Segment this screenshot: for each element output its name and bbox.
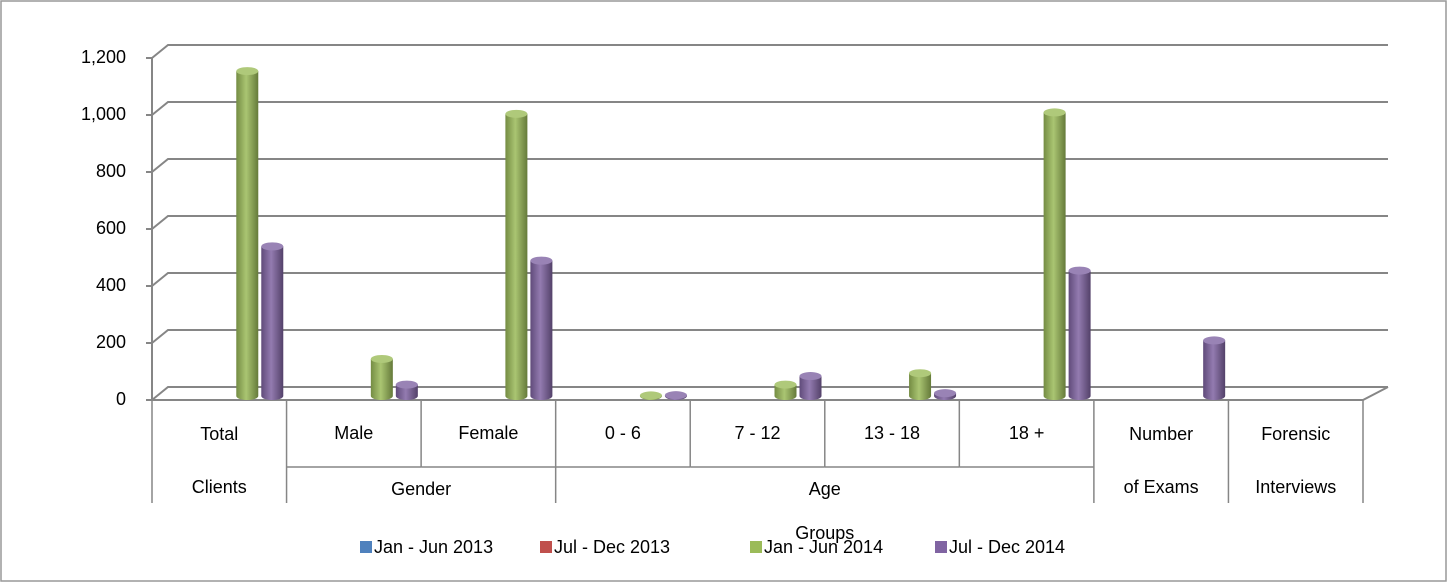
grid-line	[151, 386, 1388, 401]
bar-body	[799, 376, 822, 400]
bar-top	[236, 67, 259, 76]
bar-body	[909, 373, 932, 400]
category-label: 0 - 6	[556, 400, 691, 467]
bar-top	[1043, 108, 1066, 117]
bar	[934, 389, 957, 400]
bar	[1203, 336, 1226, 400]
bar-top	[1203, 336, 1226, 345]
bar-top	[774, 380, 797, 389]
bar-body	[774, 384, 797, 400]
grid-line	[151, 158, 1388, 173]
bar	[664, 391, 687, 400]
category-label: Female	[421, 400, 556, 467]
bar-body	[370, 358, 393, 400]
y-tick-label: 0	[116, 389, 126, 409]
bar-top	[799, 372, 822, 381]
category-label-text: 13 - 18	[864, 423, 921, 443]
bar-body	[395, 384, 418, 400]
bar	[505, 109, 528, 400]
grid-line	[151, 215, 1388, 230]
grid-line	[151, 101, 1388, 116]
bar-body	[505, 113, 528, 400]
category-label: Male	[287, 400, 422, 467]
bar-top	[1068, 266, 1091, 275]
bar	[799, 372, 822, 400]
y-tick-label: 400	[96, 275, 126, 295]
bar	[639, 391, 662, 400]
bar-top	[664, 391, 687, 400]
bar	[261, 242, 284, 400]
legend-label: Jul - Dec 2013	[554, 537, 670, 557]
legend-label: Jul - Dec 2014	[949, 537, 1065, 557]
y-tick-label: 1,200	[81, 47, 126, 67]
category-label: Forensic Interviews	[1228, 408, 1363, 514]
bar	[774, 380, 797, 400]
category-group-label-text: Gender	[391, 479, 452, 499]
bar	[1043, 108, 1066, 401]
bar-body	[530, 260, 553, 400]
y-tick-label: 600	[96, 218, 126, 238]
category-label-text: Total Clients	[191, 424, 247, 497]
y-tick-label: 1,000	[81, 104, 126, 124]
category-label: 7 - 12	[690, 400, 825, 467]
legend-label: Jan - Jun 2013	[374, 537, 493, 557]
bar-body	[1068, 270, 1091, 400]
bar-top	[261, 242, 284, 251]
category-label-text: Forensic Interviews	[1255, 424, 1337, 497]
bar-top	[505, 109, 528, 118]
category-label-text: Number of Exams	[1123, 424, 1199, 497]
category-label-text: 7 - 12	[734, 423, 781, 443]
category-label-text: 18 +	[1008, 423, 1045, 443]
bar-top	[530, 256, 553, 265]
bar-body	[1203, 340, 1226, 400]
category-label-text: 0 - 6	[604, 423, 641, 443]
bar-body	[236, 71, 259, 400]
category-label: Total Clients	[152, 408, 287, 514]
legend-swatch	[750, 541, 762, 553]
grid-line	[151, 329, 1388, 344]
category-label: Number of Exams	[1094, 408, 1229, 514]
bar	[370, 354, 393, 400]
bar-top	[370, 354, 393, 363]
category-label-text: Female	[458, 423, 519, 443]
bar	[236, 67, 259, 400]
bar-top	[909, 369, 932, 378]
grid-line	[151, 272, 1388, 287]
bar-top	[395, 380, 418, 389]
legend-swatch	[935, 541, 947, 553]
bar-top	[934, 389, 957, 398]
category-group-label: Gender	[287, 467, 556, 511]
category-label: 13 - 18	[825, 400, 960, 467]
bar	[530, 256, 553, 400]
category-label: 18 +	[959, 400, 1094, 467]
category-label-text: Male	[334, 423, 374, 443]
legend-swatch	[540, 541, 552, 553]
y-tick-label: 200	[96, 332, 126, 352]
bar	[395, 380, 418, 400]
bar-body	[1043, 112, 1066, 401]
legend-label: Jan - Jun 2014	[764, 537, 883, 557]
bar	[909, 369, 932, 400]
category-group-label: Age Groups	[556, 467, 1094, 555]
y-tick-label: 800	[96, 161, 126, 181]
bar-top	[639, 391, 662, 400]
legend-swatch	[360, 541, 372, 553]
bar	[1068, 266, 1091, 400]
grid-line	[151, 44, 1388, 59]
bar-body	[261, 246, 284, 400]
category-group-label-text: Age Groups	[795, 479, 855, 543]
